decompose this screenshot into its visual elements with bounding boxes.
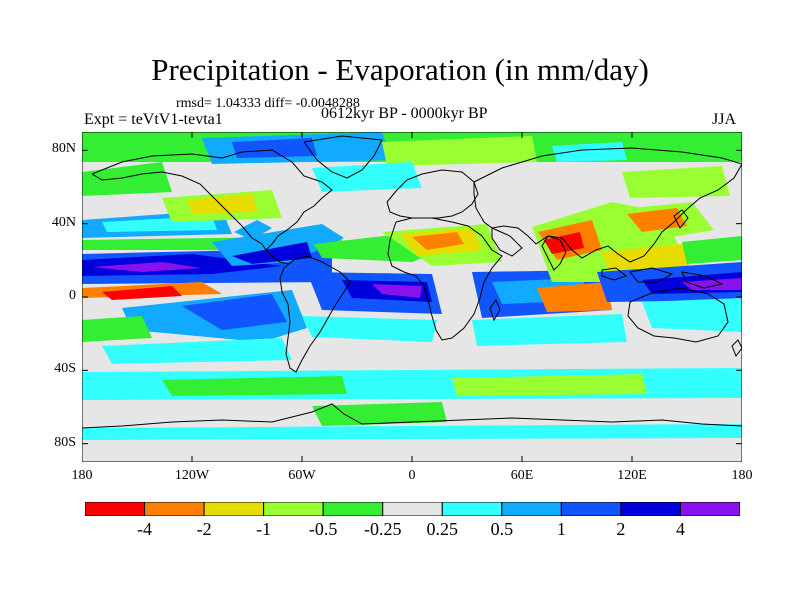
coastline xyxy=(491,227,523,257)
field-patch xyxy=(472,314,627,346)
field-patch xyxy=(682,236,742,264)
experiment-label: Expt = teVtV1-tevta1 xyxy=(84,111,223,128)
field-patch xyxy=(234,220,272,240)
lat-tick-label: 0 xyxy=(69,288,76,303)
coastline xyxy=(91,149,333,251)
colorbar-box xyxy=(322,502,384,516)
colorbar-box xyxy=(679,502,740,516)
field-patch xyxy=(82,316,152,342)
field-patch xyxy=(642,298,742,332)
colorbar-label: 4 xyxy=(675,519,685,539)
field-patch xyxy=(302,316,437,342)
field-patch xyxy=(312,402,447,426)
field-patch xyxy=(187,194,258,214)
colorbar-box xyxy=(144,502,205,516)
lat-tick-label: 80N xyxy=(51,141,76,157)
coastline xyxy=(489,298,501,322)
field-patch xyxy=(372,284,422,298)
field-patch xyxy=(102,286,182,300)
colorbar-label: -4 xyxy=(137,519,153,539)
coastline xyxy=(731,339,742,358)
colorbar-box xyxy=(501,502,562,516)
lat-tick-label: 40S xyxy=(54,361,76,377)
lon-tick-label: 180 xyxy=(731,468,753,483)
colorbar-box xyxy=(560,502,622,516)
field-patch xyxy=(92,262,202,272)
lon-tick-label: 120E xyxy=(617,468,647,483)
coastline xyxy=(386,169,479,219)
coastline xyxy=(681,271,724,289)
field-patch xyxy=(622,166,730,198)
colorbar-boxes xyxy=(85,502,740,516)
lon-tick-label: 60E xyxy=(510,468,534,483)
rmsd-diff-stats: rmsd= 1.04333 diff= -0.0048288 xyxy=(176,96,360,111)
coastline xyxy=(627,287,729,343)
coastline xyxy=(387,217,503,341)
field-patch xyxy=(82,162,172,196)
lon-tick-label: 120W xyxy=(174,468,210,483)
colorbar-label: -0.5 xyxy=(308,519,338,539)
colorbar xyxy=(85,502,740,516)
coastline xyxy=(279,255,351,373)
field-patch xyxy=(382,136,537,166)
coastline xyxy=(541,235,567,271)
lon-tick-label: 0 xyxy=(408,468,416,483)
field-patch xyxy=(312,162,422,192)
colorbar-label: 2 xyxy=(616,519,626,539)
field-patch xyxy=(544,232,584,254)
anomaly-field xyxy=(82,132,742,440)
coastline xyxy=(673,209,689,229)
colorbar-label: -0.25 xyxy=(363,519,402,539)
coastline xyxy=(601,267,628,281)
field-patch xyxy=(182,294,287,330)
lon-tick-label: 180 xyxy=(71,468,93,483)
colorbar-label: -2 xyxy=(196,519,212,539)
colorbar-box xyxy=(263,502,324,516)
colorbar-box xyxy=(382,502,443,516)
lat-tick-label: 40N xyxy=(51,214,76,230)
tick-marks xyxy=(82,132,742,462)
field-patch xyxy=(162,376,347,396)
colorbar-label: -1 xyxy=(256,519,272,539)
coastline xyxy=(303,135,383,179)
field-patch xyxy=(82,424,742,440)
period-label: 0612kyr BP - 0000kyr BP xyxy=(321,105,488,122)
field-patch xyxy=(537,282,612,312)
field-patch xyxy=(452,374,647,396)
coastline xyxy=(629,267,674,283)
colorbar-label: 0.5 xyxy=(490,519,514,539)
colorbar-box xyxy=(203,502,265,516)
colorbar-label: 1 xyxy=(556,519,566,539)
coastline xyxy=(473,147,742,263)
colorbar-label: 0.25 xyxy=(426,519,459,539)
precip-evap-map xyxy=(82,132,742,462)
chart-title: Precipitation - Evaporation (in mm/day) xyxy=(151,52,649,87)
field-patch xyxy=(232,242,312,264)
lat-tick-label: 80S xyxy=(54,434,76,450)
field-patch xyxy=(412,232,464,250)
field-patch xyxy=(682,278,742,290)
field-patch xyxy=(102,338,292,364)
coastline xyxy=(82,403,742,429)
field-patch xyxy=(232,138,317,158)
colorbar-box xyxy=(620,502,681,516)
coastlines xyxy=(82,135,742,429)
colorbar-box xyxy=(85,502,146,516)
colorbar-box xyxy=(441,502,503,516)
season-label: JJA xyxy=(712,111,737,128)
lon-tick-label: 60W xyxy=(288,468,316,483)
field-patch xyxy=(552,142,627,162)
field-patch xyxy=(627,208,687,232)
